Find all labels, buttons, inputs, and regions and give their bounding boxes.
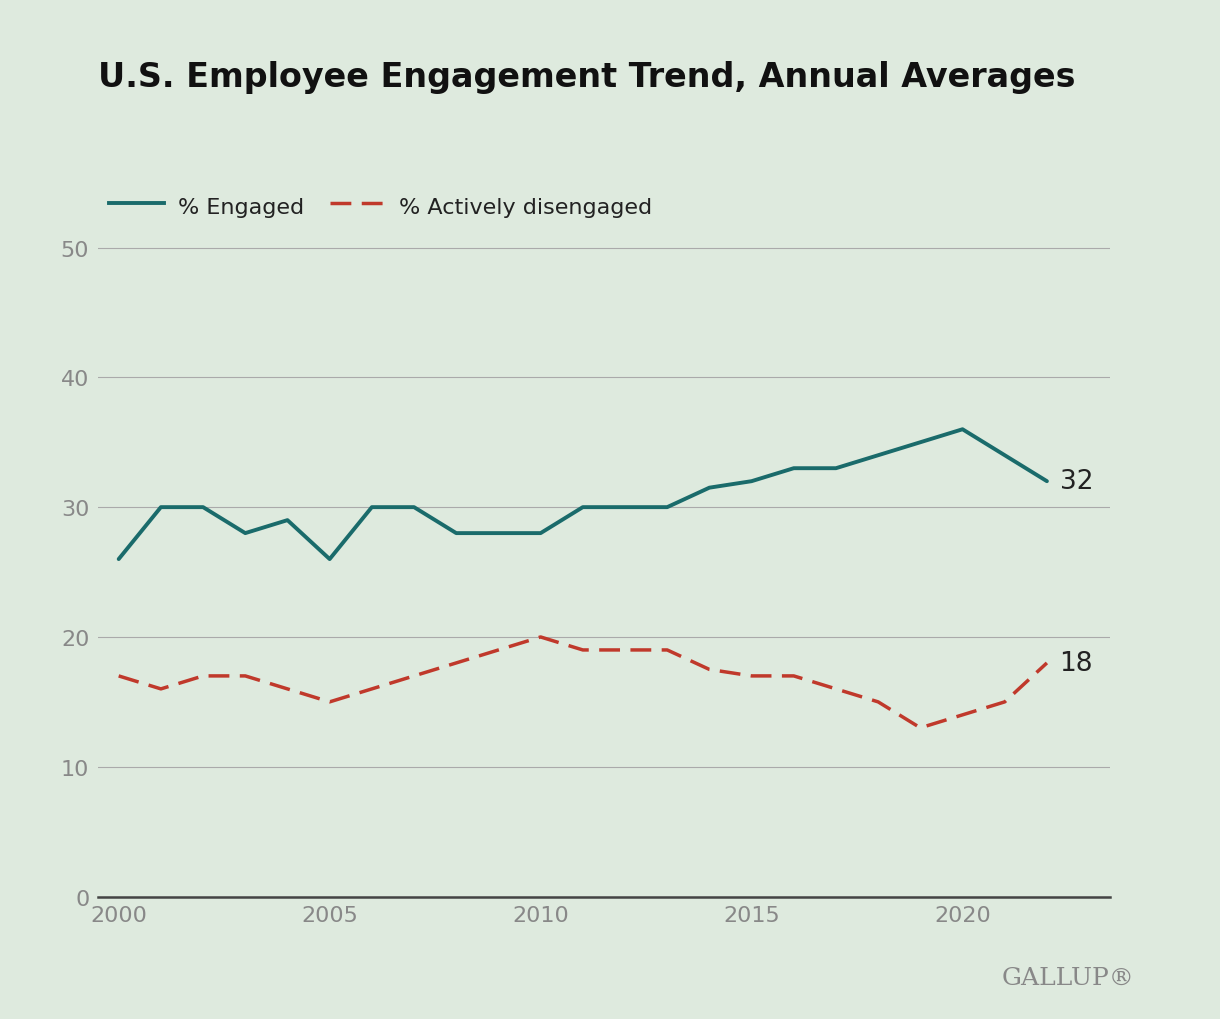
Text: U.S. Employee Engagement Trend, Annual Averages: U.S. Employee Engagement Trend, Annual A…: [98, 61, 1075, 94]
Text: GALLUP®: GALLUP®: [1002, 965, 1135, 988]
Legend: % Engaged, % Actively disengaged: % Engaged, % Actively disengaged: [109, 195, 653, 217]
Text: 32: 32: [1059, 469, 1093, 494]
Text: 18: 18: [1059, 650, 1093, 677]
